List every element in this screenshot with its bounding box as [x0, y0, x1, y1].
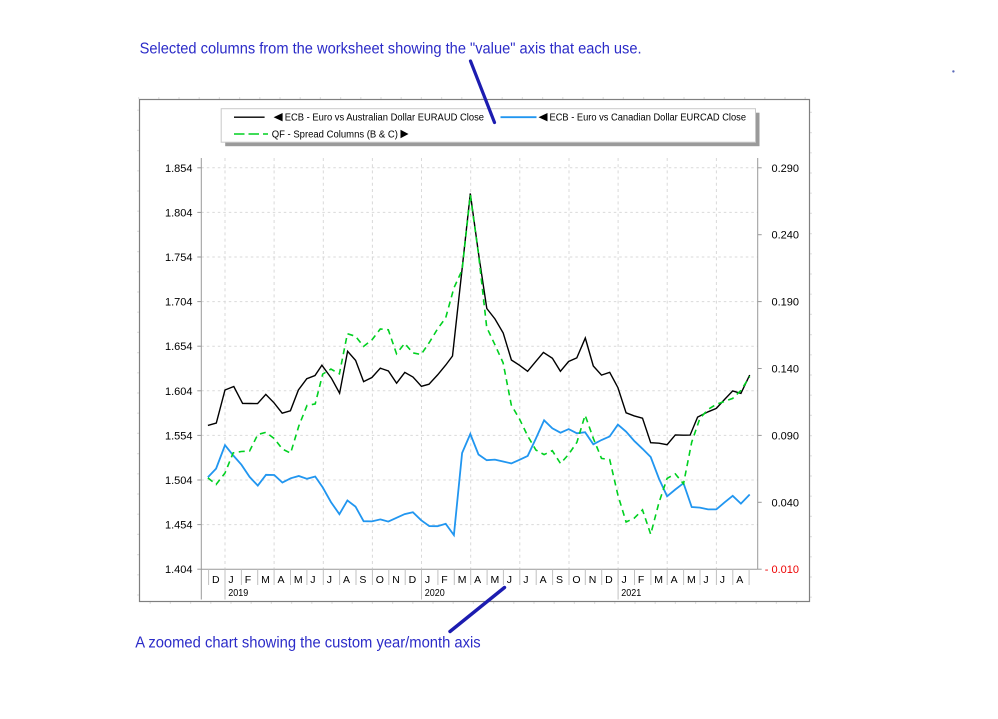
- svg-text:1.804: 1.804: [165, 207, 193, 219]
- svg-text:F: F: [638, 574, 644, 586]
- svg-text:ECB - Euro vs Australian Doll: ECB - Euro vs Australian Dollar EURAUD C…: [285, 112, 485, 123]
- svg-text:1.654: 1.654: [165, 341, 193, 353]
- svg-text:A zoomed chart showing the cus: A zoomed chart showing the custom year/m…: [135, 634, 481, 651]
- svg-text:2019: 2019: [228, 587, 248, 599]
- svg-text:2020: 2020: [425, 587, 445, 599]
- svg-text:O: O: [376, 574, 384, 586]
- svg-text:S: S: [359, 574, 366, 586]
- svg-text:1.554: 1.554: [165, 430, 193, 442]
- svg-text:J: J: [425, 574, 430, 586]
- svg-text:M: M: [458, 574, 467, 586]
- svg-text:S: S: [556, 574, 563, 586]
- svg-text:0.090: 0.090: [771, 430, 799, 442]
- svg-text:2021: 2021: [621, 587, 641, 599]
- svg-text:QF - Spread Columns (B & C): QF - Spread Columns (B & C): [272, 129, 398, 140]
- svg-text:D: D: [605, 574, 613, 586]
- svg-text:1.704: 1.704: [165, 297, 193, 309]
- svg-text:M: M: [261, 574, 270, 586]
- svg-text:Selected columns from the work: Selected columns from the worksheet show…: [140, 41, 642, 58]
- svg-text:D: D: [212, 574, 220, 586]
- svg-text:F: F: [441, 574, 447, 586]
- svg-text:N: N: [392, 574, 400, 586]
- svg-text:A: A: [474, 574, 481, 586]
- svg-text:- 0.010: - 0.010: [765, 564, 799, 576]
- svg-text:0.290: 0.290: [771, 163, 799, 175]
- svg-text:M: M: [294, 574, 303, 586]
- svg-text:J: J: [720, 574, 725, 586]
- svg-text:0.190: 0.190: [771, 297, 799, 309]
- svg-text:1.854: 1.854: [165, 163, 193, 175]
- svg-text:M: M: [491, 574, 500, 586]
- svg-text:M: M: [654, 574, 663, 586]
- svg-text:0.040: 0.040: [771, 497, 799, 509]
- svg-text:D: D: [409, 574, 417, 586]
- svg-text:A: A: [278, 574, 285, 586]
- svg-text:1.604: 1.604: [165, 386, 193, 398]
- svg-text:1.404: 1.404: [165, 564, 193, 576]
- svg-text:1.504: 1.504: [165, 475, 193, 487]
- svg-text:1.454: 1.454: [165, 520, 193, 532]
- svg-text:J: J: [622, 574, 627, 586]
- svg-text:M: M: [687, 574, 696, 586]
- svg-text:A: A: [671, 574, 678, 586]
- svg-text:O: O: [572, 574, 580, 586]
- svg-text:0.140: 0.140: [771, 364, 799, 376]
- svg-text:J: J: [523, 574, 528, 586]
- svg-text:J: J: [228, 574, 233, 586]
- svg-text:J: J: [327, 574, 332, 586]
- svg-text:0.240: 0.240: [771, 230, 799, 242]
- svg-text:F: F: [245, 574, 251, 586]
- svg-text:ECB - Euro vs Canadian Dollar: ECB - Euro vs Canadian Dollar EURCAD Clo…: [550, 112, 747, 123]
- svg-text:1.754: 1.754: [165, 252, 193, 264]
- svg-text:A: A: [736, 574, 743, 586]
- svg-text:N: N: [589, 574, 597, 586]
- svg-text:J: J: [310, 574, 315, 586]
- svg-text:J: J: [507, 574, 512, 586]
- svg-text:A: A: [540, 574, 547, 586]
- svg-text:J: J: [703, 574, 708, 586]
- svg-text:A: A: [343, 574, 350, 586]
